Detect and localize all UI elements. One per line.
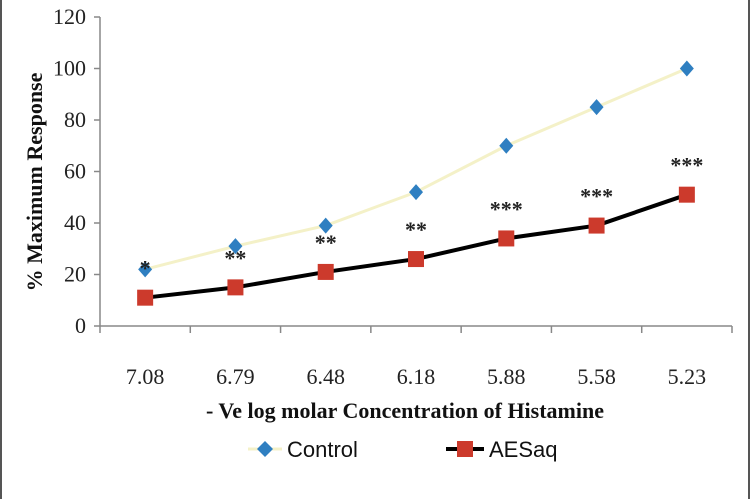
y-axis-title: % Maximum Response	[22, 72, 47, 291]
legend-label-control: Control	[287, 437, 358, 462]
legend-label-aesaq: AESaq	[489, 437, 558, 462]
series-layer	[137, 60, 695, 306]
significance-label: **	[224, 245, 246, 270]
x-tick-label: 7.08	[126, 364, 165, 389]
significance-label: ***	[670, 153, 703, 178]
series-aesaq	[137, 186, 695, 306]
y-tick-label: 120	[53, 4, 86, 29]
significance-label: ***	[580, 184, 613, 209]
y-tick-label: 40	[64, 210, 86, 235]
legend: Control AESaq	[248, 437, 558, 462]
y-tick-label: 0	[75, 313, 86, 338]
legend-item-aesaq: AESaq	[446, 437, 558, 462]
data-point-aesaq	[588, 217, 605, 234]
data-point-aesaq	[408, 251, 424, 268]
data-point-control	[499, 137, 514, 154]
significance-layer: * ***************	[140, 153, 704, 281]
series-control	[138, 60, 694, 278]
data-point-aesaq	[317, 263, 334, 280]
legend-marker-control	[257, 441, 273, 457]
y-tick-label: 20	[64, 262, 86, 287]
legend-marker-aesaq	[457, 441, 473, 457]
x-tick-label: 6.48	[306, 364, 345, 389]
x-tick-label: 6.79	[216, 364, 255, 389]
significance-label: **	[405, 217, 427, 242]
x-axis: 7.08 6.79 6.48 6.18 5.88 5.58 5.23	[99, 325, 733, 389]
significance-label: **	[315, 230, 337, 255]
y-tick-label: 80	[64, 107, 86, 132]
x-tick-label: 5.23	[668, 364, 707, 389]
x-tick-label: 6.18	[397, 364, 436, 389]
y-axis: 0 20 40 60 80 100 120	[53, 4, 101, 338]
data-point-aesaq	[678, 186, 695, 203]
significance-label: *	[140, 256, 151, 281]
data-point-control	[228, 238, 243, 255]
data-point-control	[318, 217, 333, 234]
data-point-aesaq	[498, 230, 515, 247]
data-point-control	[409, 184, 423, 201]
y-tick-label: 100	[53, 56, 86, 81]
data-point-aesaq	[137, 289, 154, 306]
data-point-control	[589, 99, 604, 116]
data-point-control	[138, 261, 153, 278]
legend-item-control: Control	[248, 437, 358, 462]
x-tick-label: 5.58	[577, 364, 616, 389]
x-axis-title: - Ve log molar Concentration of Histamin…	[206, 398, 604, 423]
y-tick-label: 60	[64, 159, 86, 184]
data-point-aesaq	[227, 279, 244, 296]
significance-label: ***	[490, 196, 523, 221]
data-point-control	[679, 60, 694, 77]
x-tick-label: 5.88	[487, 364, 526, 389]
